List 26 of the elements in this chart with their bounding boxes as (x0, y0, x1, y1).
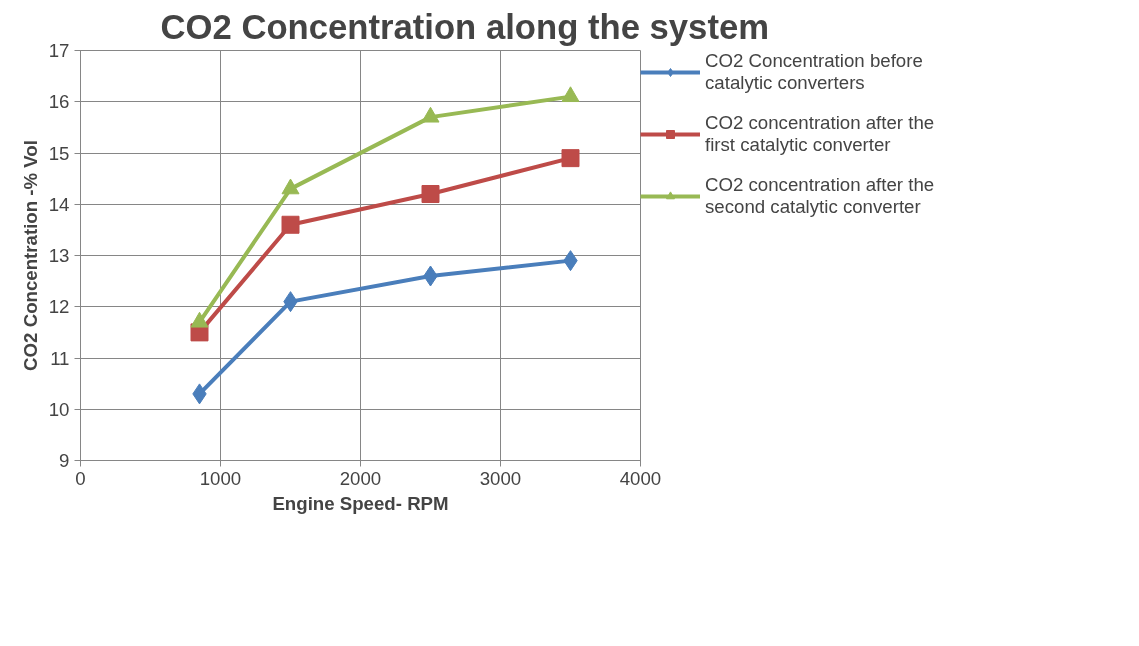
x-tick-label: 2000 (339, 467, 382, 489)
y-tick-label: 12 (48, 296, 70, 318)
point (421, 106, 440, 123)
y-tick-label: 14 (48, 193, 70, 215)
y-tick-label: 15 (48, 142, 70, 164)
chart-title: CO2 Concentration along the system (160, 7, 770, 46)
y-tick-label: 17 (48, 40, 70, 61)
y-tick-label: 10 (48, 398, 70, 420)
legend-label: CO2 concentration after the first catalytic converter (705, 112, 935, 156)
y-tick-label: 9 (59, 450, 70, 471)
point (281, 215, 300, 234)
point (421, 185, 440, 203)
x-tick-label: 4000 (619, 467, 662, 489)
x-axis-title: Engine Speed- RPM (272, 492, 449, 514)
y-axis-title: CO2 Concentration -% Vol (19, 140, 41, 371)
x-tick-label: 3000 (479, 467, 522, 489)
y-tick-label: 16 (48, 91, 70, 113)
y-tick-label: 13 (48, 245, 70, 266)
point (561, 86, 580, 103)
legend-label: CO2 Concentration before catalytic converters (705, 50, 923, 94)
point (281, 178, 300, 195)
legend-label: CO2 concentration after the second catalytic converter (705, 174, 935, 218)
point (561, 149, 580, 168)
y-tick-label: 11 (50, 347, 70, 369)
x-tick-label: 0 (75, 467, 86, 489)
x-tick-label: 1000 (199, 467, 242, 489)
